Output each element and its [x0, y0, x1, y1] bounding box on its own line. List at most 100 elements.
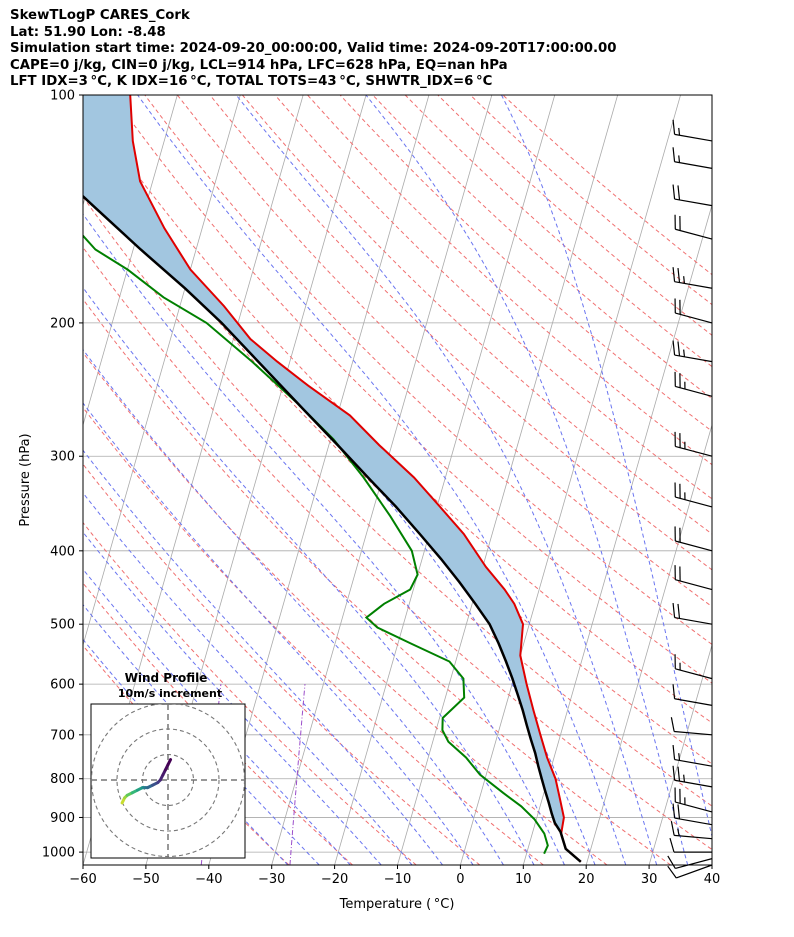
axes: −60 −50 −40 −30 −20 −10 0 10 20 30 40 1000 900 800 700…	[42, 89, 720, 888]
dry-adiabat-line	[83, 246, 712, 851]
x-tick-label: 20	[578, 872, 595, 887]
x-axis-label: Temperature ( °C)	[339, 897, 455, 912]
background-lines	[83, 95, 712, 865]
wind-barb-flag	[672, 803, 676, 819]
wind-barb-flag	[667, 855, 676, 869]
wind-barb-shaft	[675, 668, 713, 680]
moist-adiabat-line	[83, 638, 289, 865]
wind-barb	[674, 431, 713, 457]
moist-adiabat-line	[83, 603, 320, 865]
hodograph-segment	[166, 758, 173, 767]
wind-barb-flag	[670, 820, 675, 836]
wind-barb-half-flag	[677, 828, 680, 836]
wind-barb-flag	[677, 603, 681, 619]
wind-barb-half-flag	[678, 127, 681, 136]
dry-adiabat-line	[176, 95, 712, 608]
wind-barb	[667, 855, 713, 870]
wind-barb-flag	[677, 185, 681, 200]
figure-title: SkewTLogP CARES_Cork	[10, 8, 190, 23]
y-tick-label: 500	[50, 618, 75, 633]
wind-barb-half-flag	[683, 774, 686, 783]
location-line: Lat: 51.90 Lon: -8.48	[10, 24, 166, 40]
x-tick-label: −50	[132, 872, 159, 887]
isotherm-line	[522, 203, 712, 865]
wind-barb-flag	[670, 717, 675, 732]
wind-profile-inset: Wind Profile 10m/s increment	[90, 671, 246, 859]
x-tick-label: −40	[195, 872, 222, 887]
moist-adiabat-line	[83, 449, 443, 865]
wind-barb-flag	[672, 745, 676, 760]
mixing-ratio-line	[289, 684, 306, 865]
y-tick-label: 600	[50, 678, 75, 693]
wind-barb-flag	[672, 267, 676, 282]
wind-barb-shaft	[674, 817, 713, 826]
x-tick-label: −20	[321, 872, 348, 887]
wind-barb-shaft	[675, 579, 713, 591]
wind-barb-shaft	[675, 801, 713, 813]
wind-barb-flag	[677, 766, 681, 782]
wind-barb-flag	[672, 340, 676, 356]
moist-adiabat-line	[235, 95, 658, 865]
wind-barbs	[667, 119, 713, 879]
x-tick-label: 0	[456, 872, 464, 887]
figure-header: SkewTLogP CARES_Cork Lat: 51.90 Lon: -8.…	[10, 8, 617, 91]
wind-barb-flag	[677, 341, 681, 356]
moist-adiabat-line	[501, 95, 712, 839]
wind-barb-flag	[677, 804, 681, 820]
wind-barb-shaft	[676, 864, 713, 879]
wind-barb	[667, 864, 713, 879]
wind-barb-half-flag	[683, 276, 686, 284]
y-axis-label: Pressure (hPa)	[18, 433, 33, 526]
wind-barb-flag	[672, 603, 676, 618]
dry-adiabat-line	[83, 351, 608, 865]
temperature-line	[129, 95, 582, 863]
wind-barb-shaft	[674, 281, 713, 289]
moist-adiabat-line	[365, 95, 689, 865]
cape-shading	[83, 95, 581, 862]
isotherm-line	[648, 643, 712, 865]
dry-adiabat-line	[307, 95, 712, 466]
wind-barb-flag	[672, 765, 676, 781]
y-tick-label: 400	[50, 544, 75, 559]
wind-barb	[674, 371, 713, 397]
wind-barb	[674, 654, 713, 680]
wind-barb-shaft	[674, 161, 713, 169]
wind-barb-half-flag	[678, 155, 681, 163]
x-tick-label: −60	[69, 872, 96, 887]
wind-barb-shaft	[674, 133, 713, 142]
wind-barb-shaft	[674, 834, 713, 840]
wind-barb-shaft	[674, 354, 713, 363]
wind-barb	[674, 565, 713, 591]
wind-barb-shaft	[675, 540, 713, 552]
wind-barb-shaft	[675, 445, 713, 457]
wind-barb	[672, 603, 713, 625]
wind-barb-shaft	[674, 617, 713, 625]
wind-barb	[672, 267, 713, 289]
isotherm-line	[460, 95, 681, 865]
wind-barb	[672, 340, 713, 363]
wind-barb-shaft	[674, 779, 713, 788]
dry-adiabat-line	[404, 95, 712, 368]
dry-adiabat-line	[83, 298, 671, 865]
wind-barb	[672, 119, 713, 142]
wind-barb	[669, 837, 712, 853]
wind-barb-half-flag	[678, 753, 681, 761]
dry-adiabat-line	[83, 196, 712, 807]
wind-barb	[674, 298, 713, 324]
wind-barb-shaft	[675, 312, 713, 324]
wind-barb-shaft	[674, 198, 713, 207]
x-tick-label: 10	[515, 872, 532, 887]
y-tick-label: 800	[50, 772, 75, 787]
wind-barb-shaft	[675, 385, 713, 397]
wind-barb-shaft	[674, 758, 713, 767]
inset-subtitle: 10m/s increment	[118, 687, 222, 700]
params-line-2: LFT IDX=3 °C, K IDX=16 °C, TOTAL TOTS=43…	[10, 74, 493, 90]
wind-barb	[674, 214, 713, 240]
wind-barb	[670, 717, 713, 736]
dry-adiabat-line	[242, 95, 712, 535]
wind-barb-shaft	[675, 228, 713, 240]
wind-barb-shaft	[675, 496, 713, 508]
wind-barb	[674, 526, 713, 552]
wind-barb-flag	[672, 184, 676, 200]
